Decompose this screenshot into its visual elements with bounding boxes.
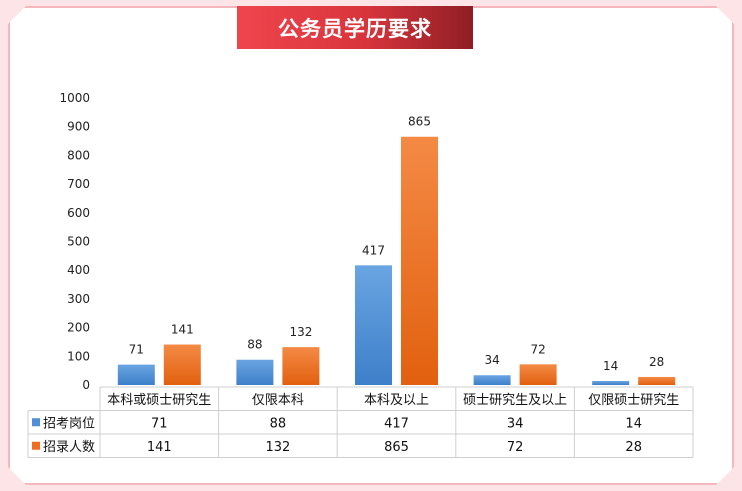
legend-swatch — [32, 441, 40, 450]
title-banner: 公务员学历要求 — [237, 6, 473, 49]
bar-series1 — [117, 364, 155, 385]
y-axis: 0 100 200 300 400 500 600 700 800 900 1000 — [59, 91, 90, 392]
bar-series1 — [592, 380, 630, 385]
data-label: 72 — [530, 342, 545, 356]
table-cell: 865 — [384, 440, 409, 455]
chart-title: 公务员学历要求 — [278, 16, 432, 41]
data-label: 141 — [171, 323, 194, 337]
data-label: 417 — [362, 243, 385, 257]
table-cell: 88 — [270, 417, 287, 432]
table-cell: 72 — [507, 440, 524, 455]
y-tick-label: 800 — [67, 148, 90, 162]
x-category-label: 仅限本科 — [252, 393, 304, 408]
data-label: 34 — [484, 353, 499, 367]
bar-series2 — [401, 136, 438, 385]
y-tick-label: 500 — [67, 235, 90, 249]
data-label: 71 — [129, 343, 144, 357]
y-tick-label: 200 — [67, 321, 90, 335]
x-category-label: 仅限硕士研究生 — [588, 393, 679, 408]
data-label: 865 — [408, 115, 431, 129]
bar-series2 — [519, 364, 557, 385]
chart-frame — [8, 6, 734, 485]
data-label: 132 — [289, 325, 312, 339]
bars — [117, 136, 676, 385]
data-label: 28 — [649, 355, 664, 369]
table-cell: 28 — [625, 440, 642, 455]
table-cell: 132 — [265, 440, 290, 455]
bar-series2 — [638, 376, 676, 385]
y-tick-label: 300 — [67, 292, 90, 306]
y-tick-label: 400 — [67, 263, 90, 277]
data-label: 88 — [247, 338, 262, 352]
y-tick-label: 900 — [67, 120, 90, 134]
x-category-label: 硕士研究生及以上 — [463, 393, 567, 408]
bar-series1 — [473, 375, 511, 385]
bar-series1 — [355, 265, 392, 385]
bar-series1 — [236, 359, 274, 385]
y-tick-label: 0 — [82, 378, 90, 392]
y-tick-label: 700 — [67, 177, 90, 191]
x-category-label: 本科及以上 — [364, 393, 429, 408]
legend-label: 招录人数 — [43, 440, 95, 455]
table-cell: 417 — [384, 417, 409, 432]
y-tick-label: 1000 — [59, 91, 90, 105]
x-category-label: 本科或硕士研究生 — [107, 393, 211, 408]
bar-series2 — [163, 344, 201, 385]
bar-series2 — [282, 347, 320, 385]
table-cell: 141 — [147, 440, 172, 455]
y-tick-label: 600 — [67, 206, 90, 220]
table-cell: 71 — [151, 417, 168, 432]
y-tick-label: 100 — [67, 349, 90, 363]
legend-label: 招考岗位 — [43, 417, 95, 432]
table-cell: 14 — [625, 417, 642, 432]
table-cell: 34 — [507, 417, 524, 432]
legend-swatch — [32, 418, 40, 427]
data-label: 14 — [603, 359, 618, 373]
data-labels: 71 141 88 132 417 865 34 72 14 28 — [129, 115, 665, 373]
